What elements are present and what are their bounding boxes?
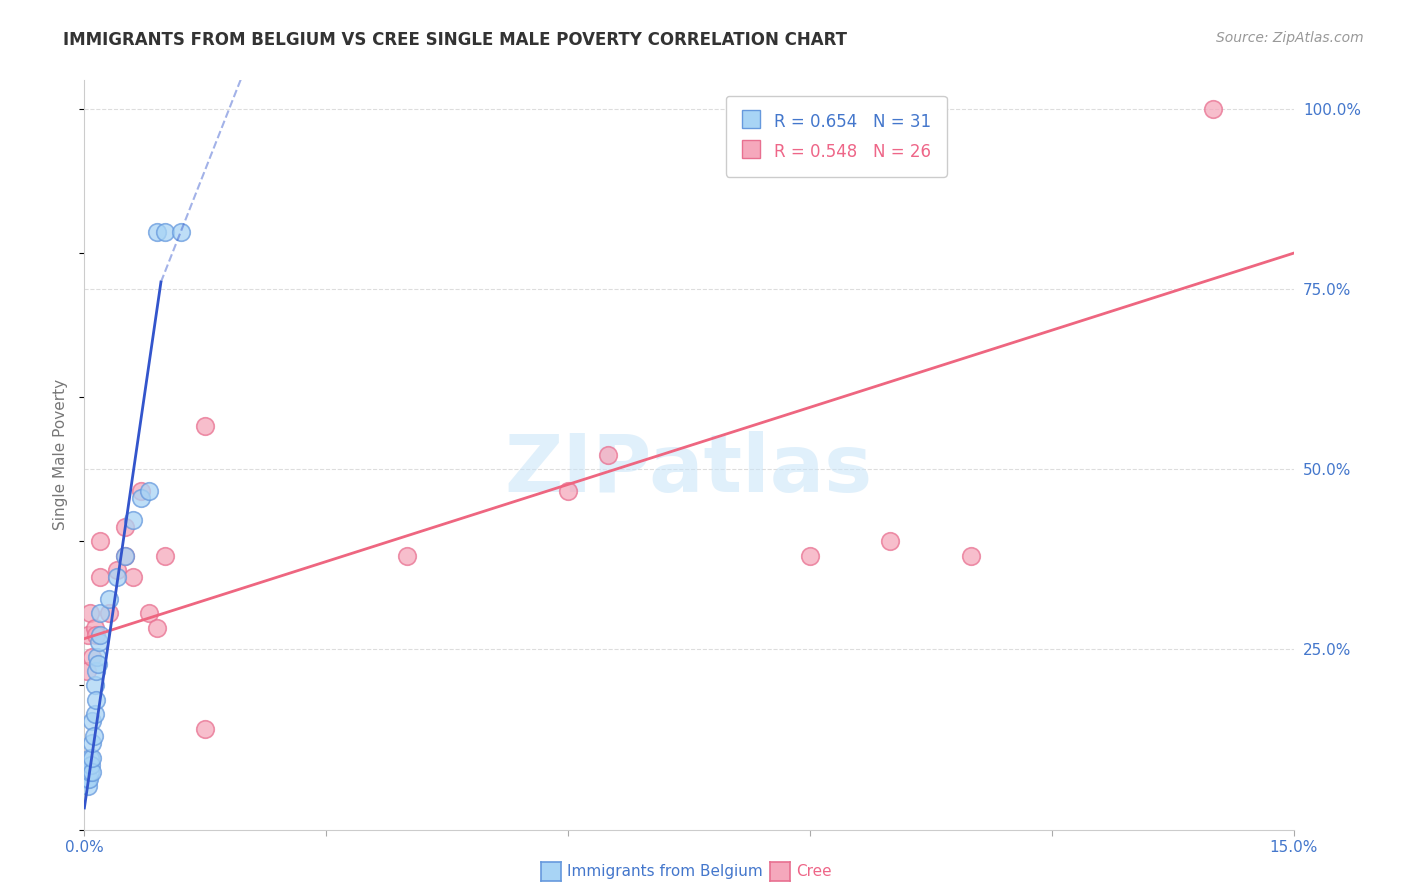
Point	[82, 736, 104, 750]
Point	[194, 722, 217, 736]
Point	[97, 607, 120, 621]
Point	[80, 757, 103, 772]
Point	[799, 549, 821, 563]
Point	[170, 225, 193, 239]
Point	[960, 549, 983, 563]
Point	[114, 520, 136, 534]
Point	[87, 635, 110, 649]
Point	[83, 621, 105, 635]
Point	[153, 549, 176, 563]
Text: Cree: Cree	[796, 864, 831, 879]
Point	[76, 664, 98, 678]
Point	[114, 549, 136, 563]
Point	[1202, 102, 1225, 116]
Point	[82, 649, 104, 664]
Point	[121, 513, 143, 527]
Point	[80, 764, 103, 779]
Point	[79, 764, 101, 779]
Point	[557, 483, 579, 498]
Point	[87, 657, 110, 671]
Y-axis label: Single Male Poverty: Single Male Poverty	[53, 379, 69, 531]
Point	[83, 729, 105, 743]
Text: Immigrants from Belgium: Immigrants from Belgium	[567, 864, 762, 879]
Text: ZIPatlas: ZIPatlas	[505, 431, 873, 509]
Point	[146, 225, 169, 239]
Point	[153, 225, 176, 239]
Point	[89, 628, 111, 642]
Point	[89, 570, 111, 584]
Point	[77, 780, 100, 794]
Point	[77, 772, 100, 786]
Point	[395, 549, 418, 563]
Point	[129, 491, 152, 505]
Point	[97, 592, 120, 607]
Point	[77, 628, 100, 642]
Point	[879, 534, 901, 549]
Point	[76, 764, 98, 779]
Point	[146, 621, 169, 635]
Point	[129, 483, 152, 498]
Point	[84, 664, 107, 678]
Point	[89, 534, 111, 549]
Point	[83, 707, 105, 722]
Point	[82, 714, 104, 729]
Point	[114, 549, 136, 563]
Point	[86, 693, 108, 707]
Point	[76, 772, 98, 786]
Text: Source: ZipAtlas.com: Source: ZipAtlas.com	[1216, 31, 1364, 45]
Point	[105, 570, 128, 584]
Point	[138, 607, 160, 621]
Point	[79, 607, 101, 621]
Legend: R = 0.654   N = 31, R = 0.548   N = 26: R = 0.654 N = 31, R = 0.548 N = 26	[725, 96, 946, 177]
Point	[121, 570, 143, 584]
Point	[79, 750, 101, 764]
Point	[138, 483, 160, 498]
Text: IMMIGRANTS FROM BELGIUM VS CREE SINGLE MALE POVERTY CORRELATION CHART: IMMIGRANTS FROM BELGIUM VS CREE SINGLE M…	[63, 31, 848, 49]
Point	[89, 607, 111, 621]
Point	[598, 448, 620, 462]
Point	[75, 772, 97, 786]
Point	[86, 649, 108, 664]
Point	[83, 678, 105, 692]
Point	[194, 419, 217, 434]
Point	[82, 750, 104, 764]
Point	[86, 628, 108, 642]
Point	[105, 563, 128, 577]
